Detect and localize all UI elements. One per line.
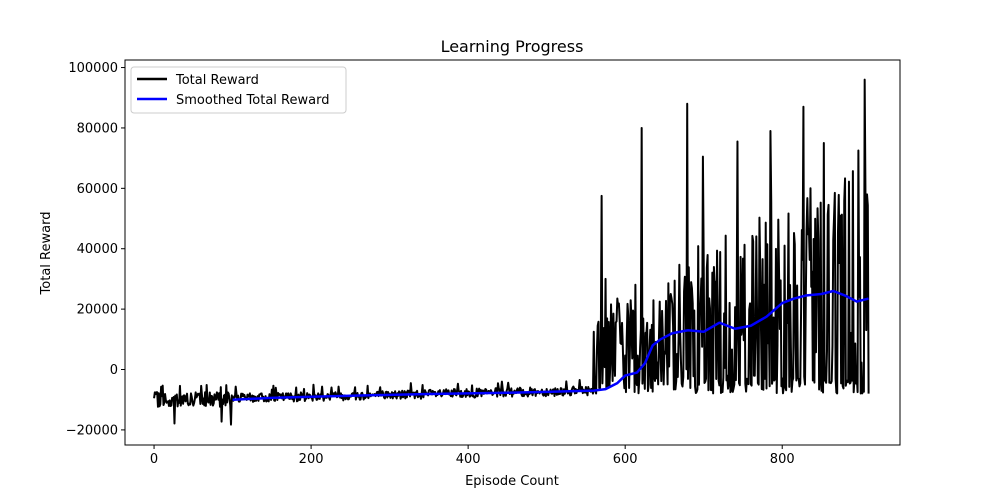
- x-tick-label: 800: [770, 452, 795, 467]
- chart-title: Learning Progress: [441, 37, 584, 56]
- legend-box: [130, 66, 347, 114]
- plot-area: [153, 78, 870, 426]
- y-tick-label: 100000: [68, 61, 118, 76]
- y-tick-label: 80000: [77, 121, 118, 136]
- y-tick-label: 40000: [77, 242, 118, 257]
- series-line-total-reward: [153, 78, 870, 426]
- x-tick-label: 200: [299, 452, 324, 467]
- y-tick-label: −20000: [66, 423, 118, 438]
- x-tick-label: 600: [613, 452, 638, 467]
- x-axis: 0 200 400 600 800: [150, 445, 795, 467]
- legend-label-smoothed-total-reward: Smoothed Total Reward: [176, 93, 329, 108]
- y-tick-label: 0: [110, 363, 118, 378]
- y-axis-label: Total Reward: [39, 212, 54, 296]
- y-tick-label: 60000: [77, 182, 118, 197]
- x-tick-label: 0: [150, 452, 158, 467]
- series-line-smoothed-total-reward: [232, 289, 869, 401]
- x-axis-label: Episode Count: [465, 474, 559, 489]
- legend: Total Reward Smoothed Total Reward: [130, 66, 347, 114]
- y-tick-label: 20000: [77, 303, 118, 318]
- y-axis: −20000 0 20000 40000 60000 80000 100000: [66, 61, 125, 438]
- plot-frame: [124, 59, 901, 446]
- legend-label-total-reward: Total Reward: [175, 73, 259, 88]
- x-tick-label: 400: [456, 452, 481, 467]
